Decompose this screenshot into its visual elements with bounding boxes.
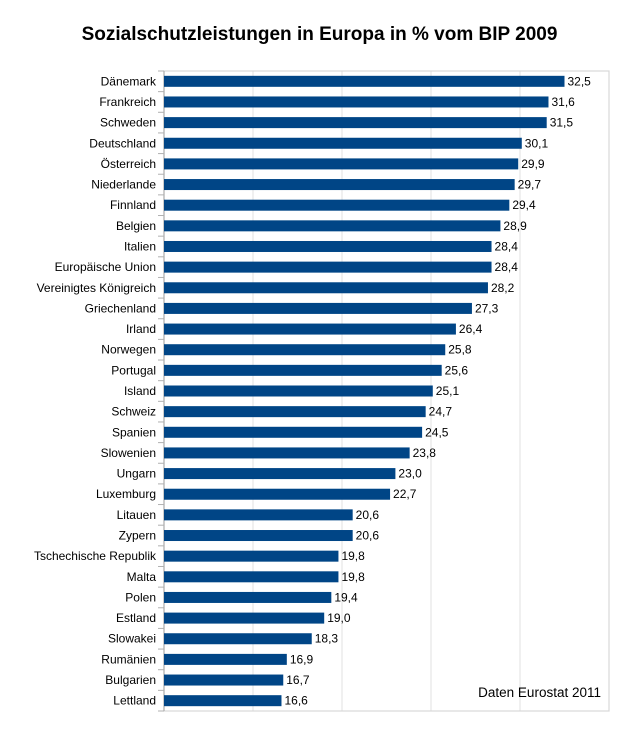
category-label: Spanien [112,425,156,439]
chart-title: Sozialschutzleistungen in Europa in % vo… [81,24,558,45]
bar [164,179,515,191]
data-label: 32,5 [568,74,592,88]
category-label: Luxemburg [96,487,156,501]
data-label: 19,8 [341,549,365,563]
bar [164,612,325,624]
category-label: Ungarn [117,467,156,481]
data-label: 24,7 [429,405,453,419]
bar [164,344,446,356]
category-label: Zypern [119,529,156,543]
category-label: Rumänien [101,652,156,666]
category-label: Tschechische Republik [34,549,157,563]
category-label: Slowakei [108,632,156,646]
category-label: Österreich [101,157,156,171]
bar [164,447,410,459]
data-label: 19,0 [327,611,351,625]
bar [164,261,492,273]
data-label: 16,9 [290,652,314,666]
bar [164,282,488,294]
category-label: Polen [125,590,156,604]
bar [164,240,492,252]
data-label: 29,4 [512,198,536,212]
category-label: Deutschland [89,136,156,150]
category-label: Estland [116,611,156,625]
bar [164,96,549,108]
data-label: 16,6 [284,694,308,708]
category-label: Italien [124,239,156,253]
category-label: Vereinigtes Königreich [37,281,156,295]
category-label: Lettland [113,694,156,708]
data-label: 27,3 [475,301,499,315]
category-label: Frankreich [99,95,156,109]
data-label: 19,4 [334,590,358,604]
bar [164,364,442,376]
bar [164,158,519,170]
category-label: Island [124,384,156,398]
category-label: Bulgarien [105,673,156,687]
bar [164,220,501,232]
category-label: Malta [127,570,157,584]
data-label: 25,6 [445,363,469,377]
category-label: Portugal [111,363,156,377]
data-label: 20,6 [356,508,380,522]
bar [164,488,391,500]
bar [164,550,339,562]
data-label: 28,9 [503,219,527,233]
bar [164,302,472,314]
bar [164,653,287,665]
bar [164,591,332,603]
category-label: Dänemark [101,74,157,88]
data-label: 25,8 [448,343,472,357]
category-label: Belgien [116,219,156,233]
category-label: Irland [126,322,156,336]
bar [164,323,456,335]
data-label: 26,4 [459,322,483,336]
data-label: 29,7 [518,178,542,192]
category-label: Schweiz [111,405,156,419]
data-label: 30,1 [525,136,549,150]
category-label: Norwegen [101,343,156,357]
data-label: 29,9 [521,157,545,171]
category-label: Niederlande [91,178,156,192]
data-label: 31,5 [550,116,574,130]
category-label: Griechenland [85,301,156,315]
bar [164,674,284,686]
bar [164,468,396,480]
category-label: Finnland [110,198,156,212]
source-annotation: Daten Eurostat 2011 [478,685,601,700]
data-label: 31,6 [551,95,575,109]
bar [164,633,312,645]
category-label: Slowenien [101,446,156,460]
data-label: 20,6 [356,529,380,543]
data-label: 28,4 [495,239,519,253]
category-label: Litauen [117,508,156,522]
data-label: 28,2 [491,281,515,295]
category-label: Schweden [100,116,156,130]
data-label: 16,7 [286,673,310,687]
data-label: 18,3 [315,632,339,646]
bar [164,385,433,397]
data-label: 24,5 [425,425,449,439]
data-label: 28,4 [495,260,519,274]
bar [164,117,547,129]
bar [164,137,522,149]
bar [164,571,339,583]
data-label: 19,8 [341,570,365,584]
category-label: Europäische Union [55,260,156,274]
bar [164,530,353,542]
data-label: 22,7 [393,487,417,501]
bar [164,695,282,707]
bar [164,199,510,211]
bar [164,75,565,87]
bar [164,406,426,418]
bar [164,509,353,521]
data-label: 23,8 [413,446,437,460]
bar [164,426,423,438]
data-label: 23,0 [398,467,422,481]
data-label: 25,1 [436,384,460,398]
